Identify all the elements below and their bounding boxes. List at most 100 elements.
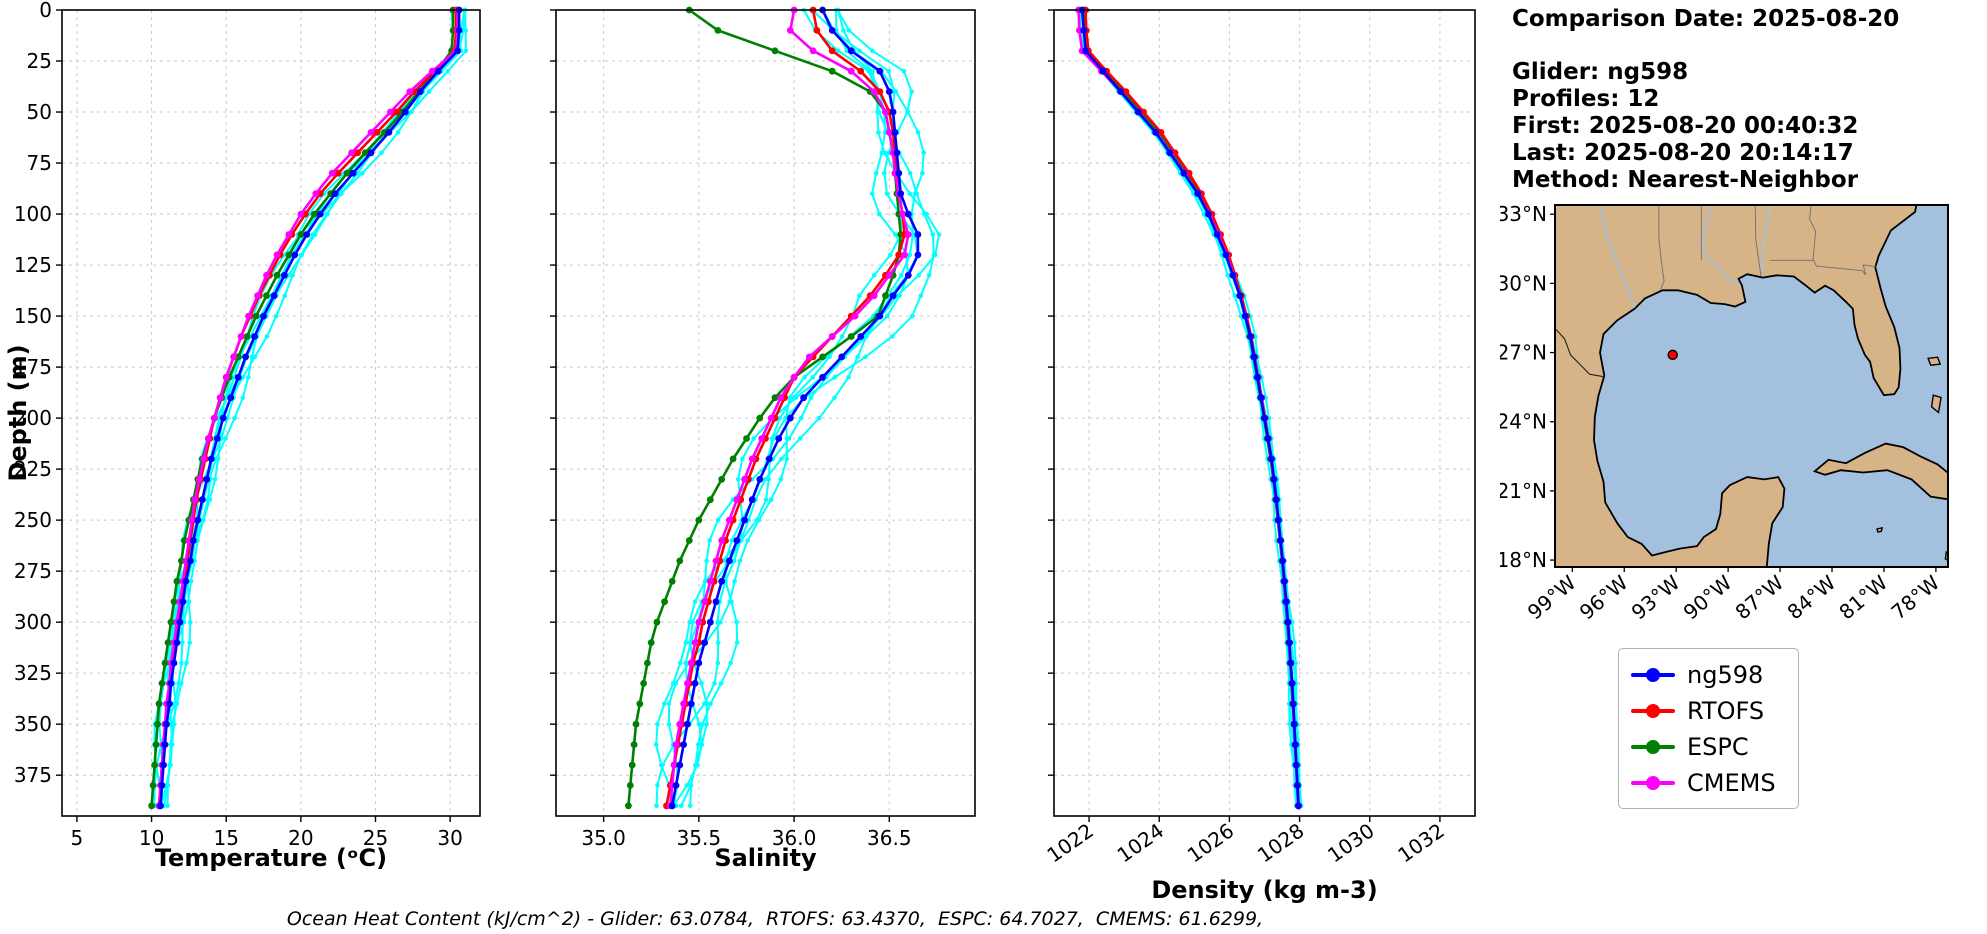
svg-text:125: 125 [14, 253, 52, 277]
legend-label-ng598: ng598 [1687, 660, 1764, 689]
state-border [1658, 205, 1665, 290]
svg-text:1028: 1028 [1253, 818, 1308, 867]
svg-text:81°W: 81°W [1834, 570, 1892, 620]
svg-text:150: 150 [14, 304, 52, 328]
svg-text:96°W: 96°W [1575, 570, 1633, 620]
svg-text:375: 375 [14, 763, 52, 787]
state-border [1769, 259, 1877, 276]
svg-text:99°W: 99°W [1523, 570, 1581, 620]
svg-text:250: 250 [14, 508, 52, 532]
temperature-axis-label: Temperature (ᵒC) [154, 844, 388, 872]
river [1760, 205, 1772, 275]
land-masses [1555, 205, 1948, 567]
svg-text:84°W: 84°W [1782, 570, 1840, 620]
legend-marker-espc [1646, 739, 1660, 754]
legend: ng598 RTOFS ESPC CMEMS [1618, 648, 1799, 809]
svg-text:100: 100 [14, 202, 52, 226]
svg-text:35.0: 35.0 [581, 826, 626, 850]
temperature-panel: 5 10 15 20 25 3002550751001251501752002252502… [14, 0, 481, 850]
legend-item-ng598: ng598 [1631, 658, 1776, 691]
island [1876, 526, 1884, 533]
glider-position-marker [1667, 349, 1678, 361]
legend-label-rtofs: RTOFS [1687, 696, 1765, 725]
legend-label-espc: ESPC [1687, 732, 1749, 761]
rtofs-line [1082, 6, 1302, 810]
gulf-of-mexico-map: 33°N 30°N 27°N 24°N 21°N 18°N99°W96°W93°W90°W… [1500, 202, 1949, 620]
comparison-info-panel: Comparison Date: 2025-08-20 Glider: ng59… [1512, 6, 1899, 194]
legend-marker-ng598 [1646, 667, 1660, 682]
svg-text:33°N: 33°N [1500, 202, 1547, 226]
legend-line-ng598 [1631, 667, 1675, 682]
svg-text:1030: 1030 [1323, 818, 1378, 867]
svg-text:36.0: 36.0 [772, 826, 817, 850]
method-text: Method: Nearest-Neighbor [1512, 167, 1859, 193]
glider-profiles-ensemble [1076, 7, 1304, 809]
espc-line [625, 6, 905, 810]
rio-grande-border [1555, 327, 1605, 378]
svg-text:25: 25 [27, 49, 52, 73]
svg-text:300: 300 [14, 610, 52, 634]
svg-text:175: 175 [14, 355, 52, 379]
svg-text:200: 200 [14, 406, 52, 430]
svg-text:78°W: 78°W [1886, 570, 1944, 620]
svg-text:10: 10 [139, 826, 164, 850]
svg-text:35.5: 35.5 [677, 826, 722, 850]
legend-line-rtofs [1631, 703, 1675, 718]
svg-text:0: 0 [39, 0, 52, 22]
glider-name-text: Glider: ng598 [1512, 59, 1689, 85]
cmems-line [666, 6, 912, 810]
espc-line [148, 6, 457, 810]
svg-text:1032: 1032 [1393, 818, 1448, 867]
svg-text:93°W: 93°W [1627, 570, 1685, 620]
svg-text:1026: 1026 [1183, 818, 1238, 867]
svg-text:5: 5 [71, 826, 84, 850]
svg-text:24°N: 24°N [1500, 410, 1547, 434]
ng598-line [1078, 6, 1302, 810]
north-america-landmass [1555, 205, 1918, 567]
density-axis-label: Density (kg m-3) [1151, 876, 1378, 904]
island [1930, 394, 1942, 414]
svg-text:21°N: 21°N [1500, 479, 1547, 503]
profiles-count-text: Profiles: 12 [1512, 86, 1660, 112]
island [1927, 356, 1942, 366]
legend-item-cmems: CMEMS [1631, 766, 1776, 799]
density-panel: 1022 1024 1026 1028 1030 1032 [1042, 6, 1476, 867]
legend-line-espc [1631, 739, 1675, 754]
glider-profiles-ensemble [152, 7, 469, 809]
salinity-panel: 35.0 35.5 36.0 36.5 [550, 6, 976, 850]
legend-item-rtofs: RTOFS [1631, 694, 1776, 727]
svg-text:87°W: 87°W [1731, 570, 1789, 620]
svg-text:36.5: 36.5 [867, 826, 912, 850]
legend-item-espc: ESPC [1631, 730, 1776, 763]
last-profile-time-text: Last: 2025-08-20 20:14:17 [1512, 140, 1854, 166]
svg-text:350: 350 [14, 712, 52, 736]
legend-marker-cmems [1646, 775, 1660, 790]
svg-text:75: 75 [27, 151, 52, 175]
svg-text:30: 30 [437, 826, 462, 850]
svg-text:1022: 1022 [1042, 818, 1097, 867]
svg-text:1024: 1024 [1113, 818, 1168, 867]
first-profile-time-text: First: 2025-08-20 00:40:32 [1512, 113, 1859, 139]
svg-text:25: 25 [363, 826, 388, 850]
rtofs-line [155, 6, 460, 810]
state-border [1754, 205, 1762, 277]
salinity-axis-label: Salinity [714, 844, 817, 872]
state-border [1809, 205, 1817, 261]
river [1701, 205, 1741, 286]
cmems-line [155, 6, 461, 810]
svg-text:275: 275 [14, 559, 52, 583]
ng598-line [668, 6, 922, 810]
svg-text:90°W: 90°W [1679, 570, 1737, 620]
ocean-heat-content-caption: Ocean Heat Content (kJ/cm^2) - Glider: 6… [286, 908, 1264, 930]
profile-plots: 5 10 15 20 25 3002550751001251501752002252502… [14, 0, 1476, 867]
comparison-date-text: Comparison Date: 2025-08-20 [1512, 6, 1900, 32]
svg-text:30°N: 30°N [1500, 271, 1547, 295]
cuba-landmass [1812, 442, 1948, 501]
svg-text:20: 20 [288, 826, 313, 850]
svg-text:15: 15 [213, 826, 238, 850]
legend-marker-rtofs [1646, 703, 1660, 718]
svg-text:18°N: 18°N [1500, 548, 1547, 572]
svg-text:325: 325 [14, 661, 52, 685]
ng598-line [157, 6, 463, 810]
legend-line-cmems [1631, 775, 1675, 790]
